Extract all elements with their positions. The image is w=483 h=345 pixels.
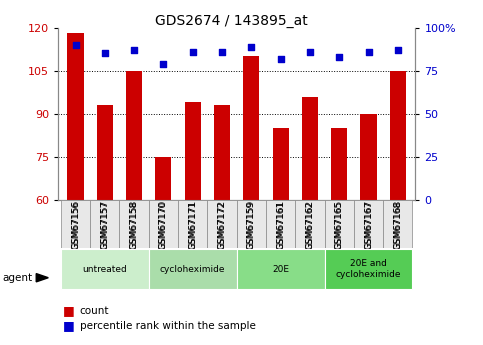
Point [247, 44, 255, 49]
Text: cycloheximide: cycloheximide [160, 265, 226, 274]
Text: ■: ■ [63, 319, 74, 333]
Text: agent: agent [2, 273, 32, 283]
Text: GDS2674 / 143895_at: GDS2674 / 143895_at [156, 14, 308, 28]
Bar [325, 200, 354, 248]
Text: GSM67158: GSM67158 [129, 200, 139, 249]
Text: GSM67168: GSM67168 [393, 200, 402, 249]
Bar [237, 249, 325, 289]
Text: GSM67158: GSM67158 [129, 201, 139, 250]
Text: GSM67162: GSM67162 [305, 200, 314, 249]
Point [306, 49, 314, 55]
Text: count: count [80, 306, 109, 315]
Text: GSM67157: GSM67157 [100, 201, 109, 250]
Bar [390, 71, 406, 200]
Bar [185, 102, 201, 200]
Point [365, 49, 372, 55]
Bar [126, 71, 142, 200]
Bar [214, 105, 230, 200]
Bar [207, 200, 237, 248]
Bar [266, 200, 295, 248]
Text: GSM67162: GSM67162 [305, 201, 314, 250]
Point [335, 54, 343, 60]
Text: GSM67156: GSM67156 [71, 201, 80, 250]
Point [71, 42, 79, 48]
Bar [331, 128, 347, 200]
Text: GSM67172: GSM67172 [217, 201, 227, 250]
Bar [237, 200, 266, 248]
Bar [383, 200, 412, 248]
Text: GSM67157: GSM67157 [100, 200, 109, 249]
Text: GSM67170: GSM67170 [159, 201, 168, 250]
Text: GSM67171: GSM67171 [188, 201, 197, 250]
Text: GSM67167: GSM67167 [364, 200, 373, 249]
Text: GSM67156: GSM67156 [71, 200, 80, 249]
Bar [295, 200, 325, 248]
Bar [119, 200, 149, 248]
Text: GSM67167: GSM67167 [364, 201, 373, 250]
Text: 20E and
cycloheximide: 20E and cycloheximide [336, 259, 401, 279]
Bar [272, 128, 289, 200]
Text: GSM67168: GSM67168 [393, 201, 402, 250]
Bar [68, 33, 84, 200]
Polygon shape [36, 274, 48, 282]
Text: GSM67172: GSM67172 [217, 200, 227, 249]
Bar [61, 200, 90, 248]
Bar [149, 249, 237, 289]
Text: GSM67170: GSM67170 [159, 200, 168, 249]
Text: GSM67159: GSM67159 [247, 200, 256, 249]
Text: GSM67171: GSM67171 [188, 200, 197, 249]
Point [130, 47, 138, 53]
Bar [61, 249, 149, 289]
Point [159, 61, 167, 67]
Text: ■: ■ [63, 304, 74, 317]
Bar [354, 200, 383, 248]
Text: GSM67165: GSM67165 [335, 200, 344, 249]
Point [101, 51, 109, 56]
Text: GSM67161: GSM67161 [276, 201, 285, 250]
Point [189, 49, 197, 55]
Bar [360, 114, 377, 200]
Text: untreated: untreated [83, 265, 127, 274]
Text: GSM67165: GSM67165 [335, 201, 344, 250]
Text: 20E: 20E [272, 265, 289, 274]
Bar [149, 200, 178, 248]
Bar [302, 97, 318, 200]
Point [277, 56, 284, 61]
Text: percentile rank within the sample: percentile rank within the sample [80, 321, 256, 331]
Point [394, 47, 402, 53]
Bar [90, 200, 119, 248]
Text: GSM67161: GSM67161 [276, 200, 285, 249]
Bar [325, 249, 412, 289]
Bar [97, 105, 113, 200]
Text: GSM67159: GSM67159 [247, 201, 256, 250]
Bar [243, 56, 259, 200]
Bar [178, 200, 207, 248]
Bar [156, 157, 171, 200]
Point [218, 49, 226, 55]
